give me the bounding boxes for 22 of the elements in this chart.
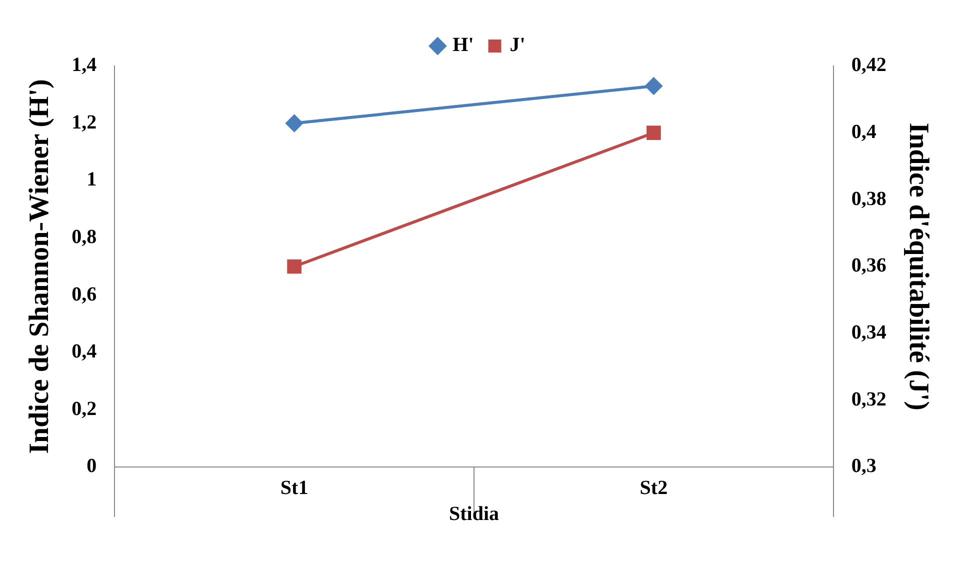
y-axis-title: Indice de Shannon-Wiener (H') bbox=[24, 79, 56, 454]
x-tick-label: St1 bbox=[280, 477, 308, 500]
y-tick-label: 0,2 bbox=[72, 398, 97, 420]
y-tick-label: 1,2 bbox=[72, 111, 97, 134]
y-tick-label: 0,6 bbox=[72, 283, 97, 306]
y-tick-label: 0,4 bbox=[72, 340, 97, 363]
y2-tick-label: 0,32 bbox=[851, 388, 886, 410]
x-axis-title: Stidia bbox=[448, 503, 500, 526]
y2-tick-label: 0,38 bbox=[851, 188, 886, 210]
y2-tick-label: 0,42 bbox=[851, 54, 886, 76]
y-tick-label: 1,4 bbox=[72, 54, 97, 76]
y2-axis-title: Indice d'équitabilité (J') bbox=[902, 122, 934, 410]
y2-tick-label: 0,3 bbox=[851, 455, 876, 478]
y-tick-label: 0,8 bbox=[72, 226, 97, 248]
x-tick-label: St2 bbox=[640, 477, 668, 500]
legend-label: H' bbox=[452, 34, 474, 56]
y2-tick-label: 0,34 bbox=[851, 322, 886, 344]
y2-tick-label: 0,4 bbox=[851, 121, 876, 144]
y-tick-label: 0 bbox=[86, 455, 97, 478]
y-tick-label: 1 bbox=[86, 168, 97, 191]
legend-label: J' bbox=[510, 34, 526, 56]
y2-tick-label: 0,36 bbox=[851, 254, 886, 277]
